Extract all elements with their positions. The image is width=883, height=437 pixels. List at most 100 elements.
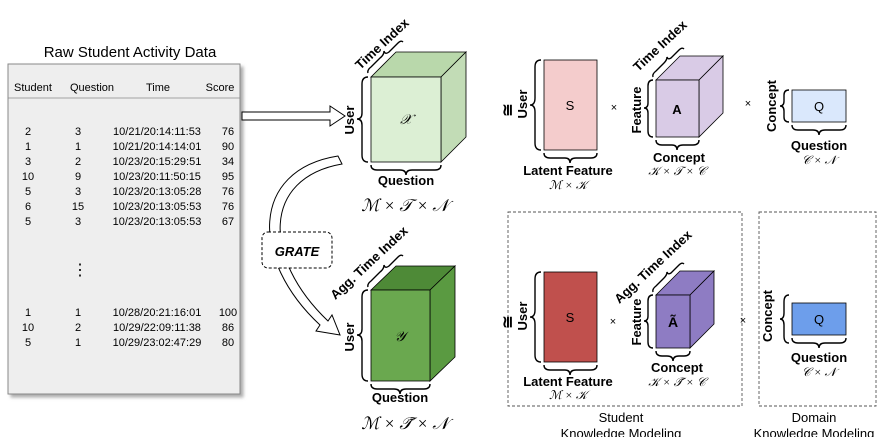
table-cell: 76 [222,126,234,138]
bottom-s-user-label: User [515,302,530,331]
domain-modeling-label-1: Domain [792,410,837,425]
arrow-table-to-x [241,105,346,127]
tensor-y-front [370,289,431,382]
tensor-y-dims: ℳ × 𝒯̃ × 𝒩 [361,414,454,433]
table-cell: 3 [75,216,81,228]
top-times-2: × [745,98,751,110]
table-cell: 80 [222,337,234,349]
top-s-user-label: User [515,90,530,119]
student-modeling-box [507,211,743,407]
table-cell: 76 [222,186,234,198]
bottom-a-label: Ã [668,313,678,330]
grate-label: GRATE [275,244,320,259]
top-a-feature-label: Feature [629,87,644,134]
bottom-a-feature-brace [643,294,654,349]
table-cell: 10/21/20:14:11:53 [113,126,201,138]
tensor-x-dims: ℳ × 𝒯 × 𝒩 [361,196,454,215]
bottom-s-bottom-label: Latent Feature [523,374,613,389]
bottom-q-dims: 𝒞 × 𝒩 [802,365,840,379]
student-modeling-label-1: Student [599,410,644,425]
table-cell: 90 [222,141,234,153]
raw-data-box [7,63,241,395]
tensor-y-question-label: Question [372,390,428,405]
table-cell: 1 [25,141,31,153]
table-cell: 9 [75,171,81,183]
top-a-time-brace [652,47,685,78]
table-cell: 5 [25,337,31,349]
top-a-feature-brace [643,79,654,138]
table-cell: 10/29/22:09:11:38 [113,322,201,334]
tensor-y-question-brace [370,383,431,395]
table-cell: 10 [22,171,34,183]
top-s-matrix [543,59,598,151]
bottom-q-bottom-brace [791,337,847,349]
tensor-x: 𝒳 User Time Index Question ℳ × 𝒯 × 𝒩 [342,15,467,215]
bottom-approx-symbol: ≅ [500,315,517,328]
top-q-label: Q [814,99,824,114]
bottom-q-bottom-label: Question [791,350,847,365]
column-header-time: Time [146,82,170,94]
bottom-s-user-brace [529,271,542,363]
tensor-y: 𝒴 User Agg. Time Index Question ℳ × 𝒯̃ ×… [327,223,456,433]
raw-data-title: Raw Student Activity Data [44,44,217,61]
table-cell: 1 [75,337,81,349]
top-q-bottom-label: Question [791,138,847,153]
table-cell: 10/23/20:13:05:53 [113,201,202,213]
table-cell: 10/23/20:13:05:28 [113,186,202,198]
top-q-concept-brace [779,89,790,123]
table-cell: 76 [222,201,234,213]
table-cell: 10/23/20:15:29:51 [113,156,202,168]
tensor-x-time-brace [367,40,404,74]
tensor-x-front [370,76,442,163]
table-cell: 67 [222,216,234,228]
tensor-y-time-brace [367,254,404,288]
table-cell: 95 [222,171,234,183]
raw-data-panel: Raw Student Activity Data Student Questi… [7,44,241,395]
bottom-q-concept-label: Concept [760,289,775,342]
top-q-concept-label: Concept [764,79,779,132]
table-cell: 5 [25,186,31,198]
bottom-a-front [655,294,691,349]
bottom-times-2: × [740,315,746,327]
bottom-a-concept-label: Concept [651,360,704,375]
domain-modeling-label-2: Knowledge Modeling [754,426,875,437]
table-cell: 1 [25,307,31,319]
tensor-x-symbol: 𝒳 [400,113,416,128]
grate-box: GRATE [261,231,333,269]
column-header-score: Score [206,82,235,94]
table-cell: 10 [22,322,34,334]
table-cell: 2 [75,156,81,168]
top-times-1: × [611,102,617,114]
table-cell: 1 [75,141,81,153]
bottom-a-feature-label: Feature [629,299,644,346]
top-q-matrix [791,89,847,123]
bottom-decomposition: ≅ S User Latent Feature ℳ × 𝒦 × Ã Featur… [500,211,877,437]
top-s-dims: ℳ × 𝒦 [549,178,591,192]
table-cell: 10/23/20:11:50:15 [113,171,201,183]
bottom-q-label: Q [814,312,824,327]
bottom-s-bottom-brace [543,364,598,376]
top-approx-symbol: ≅ [500,103,517,116]
student-modeling-label-2: Knowledge Modeling [561,426,682,437]
top-s-user-brace [529,59,542,151]
arrow-grate-curve [269,155,343,336]
column-header-question: Question [70,82,114,94]
top-a-front [655,79,700,138]
table-cell: 3 [75,126,81,138]
tensor-x-question-label: Question [378,173,434,188]
top-q-bottom-brace [791,124,847,136]
table-cell: 5 [25,216,31,228]
bottom-times-1: × [610,316,616,328]
bottom-s-label: S [566,310,575,325]
bottom-s-matrix [543,271,598,363]
bottom-s-dims: ℳ × 𝒦 [549,388,591,402]
table-cell: 10/29/23:02:47:29 [113,337,202,349]
top-a-concept-brace [655,139,700,151]
table-cell: 6 [25,201,31,213]
top-q-dims: 𝒞 × 𝒩 [802,153,840,167]
top-a-concept-label: Concept [653,150,706,165]
tensor-y-user-brace [356,289,369,382]
top-decomposition: ≅ S User Latent Feature ℳ × 𝒦 × A Featur… [500,17,847,192]
bottom-a-concept-brace [655,350,691,362]
